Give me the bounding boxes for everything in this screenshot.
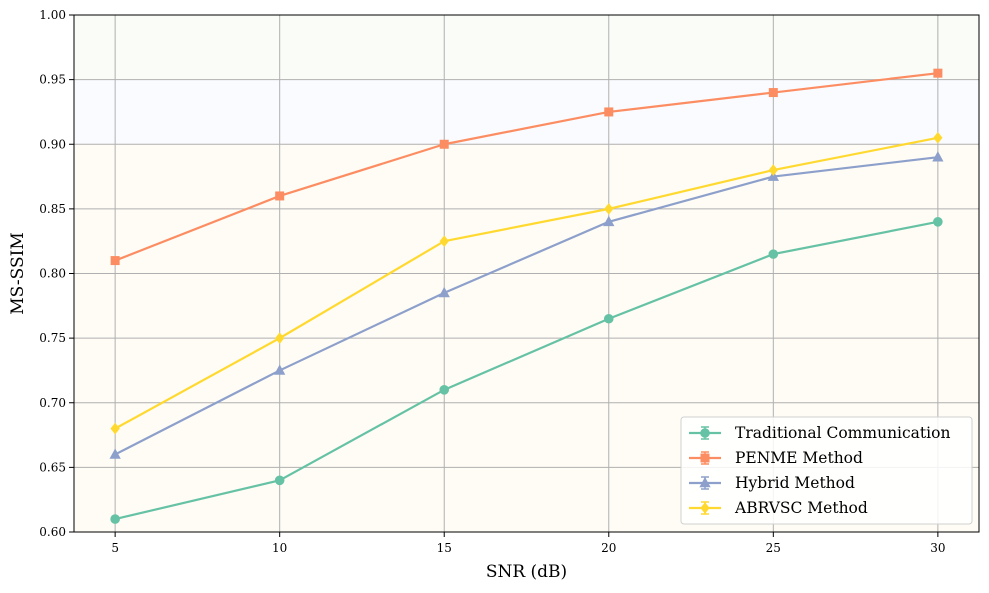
x-tick-label: 10	[272, 541, 287, 555]
data-point	[932, 151, 944, 162]
series-line	[114, 72, 938, 262]
legend-label: PENME Method	[735, 449, 863, 467]
data-point	[439, 385, 450, 395]
legend-marker	[700, 453, 710, 463]
data-point	[933, 68, 943, 78]
legend-entry: Traditional Communication	[689, 424, 950, 442]
data-point	[604, 107, 614, 117]
y-tick-label: 0.80	[39, 267, 66, 281]
data-point	[110, 422, 120, 435]
legend-marker	[700, 502, 710, 514]
data-point	[110, 514, 120, 524]
series-line	[114, 136, 939, 430]
y-tick-label: 0.75	[39, 331, 66, 345]
y-tick-label: 0.70	[39, 396, 66, 410]
data-point	[439, 235, 449, 247]
y-axis-label: MS-SSIM	[8, 232, 28, 315]
x-axis-label: SNR (dB)	[486, 562, 567, 582]
series-2	[109, 151, 944, 459]
y-tick-label: 0.90	[39, 137, 66, 151]
legend: Traditional Communication PENME Method Hyb…	[680, 416, 973, 525]
legend-entry: ABRVSC Method	[689, 499, 868, 517]
x-tick-label: 25	[766, 541, 781, 555]
data-point	[603, 215, 615, 227]
data-point	[768, 88, 778, 98]
data-point	[767, 170, 779, 181]
series-line	[114, 156, 938, 456]
data-point	[109, 448, 121, 459]
data-point	[438, 286, 450, 298]
x-tick-label: 5	[111, 541, 119, 555]
y-axis-ticks: 0.60 0.65 0.70 0.75 0.80 0.85 0.90 0.95 1.00	[39, 8, 74, 539]
x-axis-ticks: 5 10 15 20 25 30	[111, 532, 946, 555]
legend-entry: Hybrid Method	[689, 474, 855, 492]
data-point	[603, 313, 614, 324]
x-tick-label: 20	[601, 541, 616, 555]
data-point	[933, 131, 943, 144]
background-band-2	[74, 15, 979, 80]
y-tick-label: 1.00	[39, 8, 66, 22]
y-tick-label: 0.60	[39, 525, 66, 539]
series-line	[114, 220, 939, 521]
y-tick-label: 0.85	[39, 202, 66, 216]
legend-label: ABRVSC Method	[734, 499, 868, 517]
data-point	[275, 191, 285, 201]
data-point	[768, 164, 778, 176]
data-point	[110, 256, 120, 266]
x-tick-label: 15	[437, 541, 452, 555]
legend-label: Hybrid Method	[735, 474, 855, 492]
data-point	[274, 475, 285, 486]
data-point	[933, 217, 943, 227]
data-point	[274, 364, 286, 375]
data-point	[604, 203, 614, 215]
y-tick-label: 0.95	[39, 73, 66, 87]
series-layer	[109, 68, 944, 524]
legend-entry: PENME Method	[689, 449, 863, 467]
data-point	[768, 249, 779, 259]
y-tick-label: 0.65	[39, 460, 66, 474]
x-tick-label: 30	[930, 541, 945, 555]
series-1	[110, 68, 943, 266]
data-point	[275, 332, 285, 344]
data-point	[439, 139, 449, 149]
background-band-1	[74, 79, 979, 145]
legend-box	[680, 416, 973, 525]
legend-label: Traditional Communication	[735, 424, 950, 442]
series-3	[110, 131, 943, 435]
legend-marker	[699, 476, 711, 488]
series-0	[110, 217, 943, 524]
legend-marker	[700, 428, 710, 438]
